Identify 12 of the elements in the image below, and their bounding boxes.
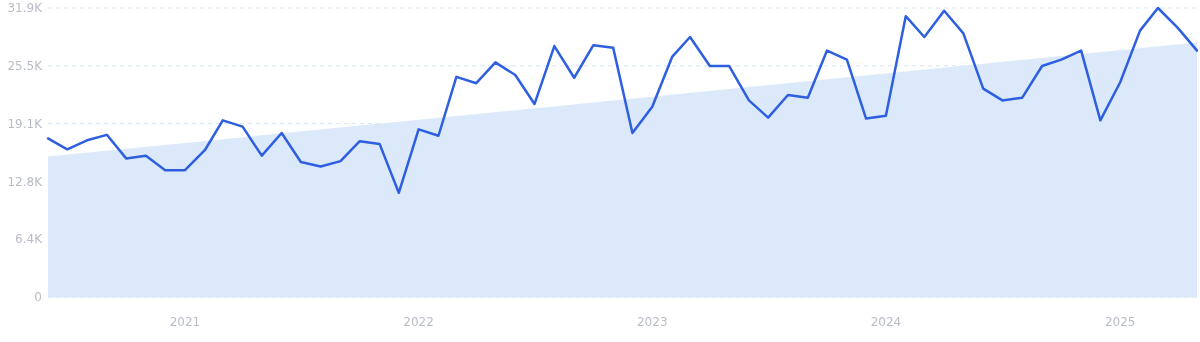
line-series bbox=[46, 6, 1199, 195]
y-tick-label: 6.4K bbox=[15, 232, 44, 247]
x-tick-label: 2023 bbox=[636, 315, 668, 329]
x-tick-label: 2021 bbox=[169, 315, 201, 329]
x-tick-label: 2024 bbox=[870, 315, 902, 329]
y-tick-label: 31.9K bbox=[7, 1, 44, 16]
x-tick-label: 2022 bbox=[403, 315, 434, 329]
y-tick-label: 12.8K bbox=[7, 174, 44, 189]
y-tick-label: 19.1K bbox=[7, 116, 44, 131]
y-tick-label: 25.5K bbox=[7, 59, 44, 73]
y-tick-label: 0 bbox=[34, 290, 42, 305]
x-tick-label: 2025 bbox=[1104, 315, 1136, 329]
